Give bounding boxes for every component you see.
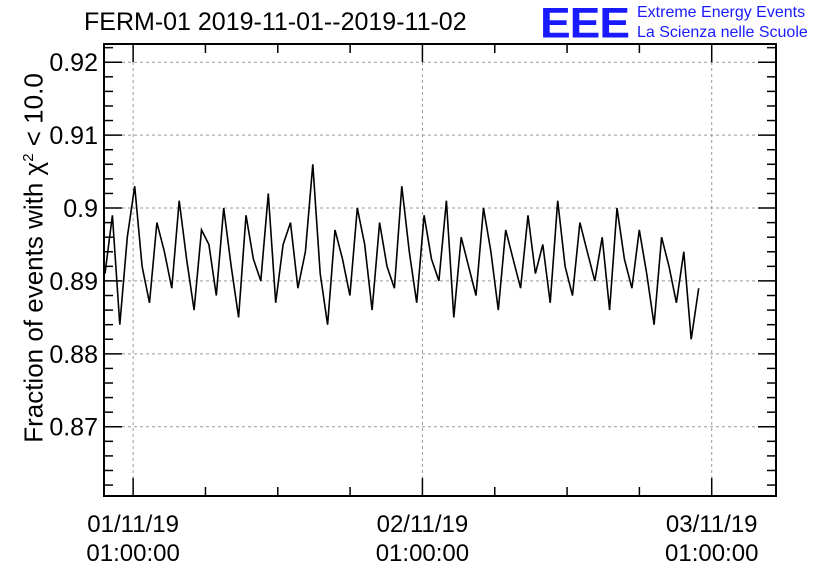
series-line [104,164,700,340]
y-axis-label-superscript: 2 [19,153,37,162]
logo-mark: EEE [540,0,630,47]
y-axis-label-suffix: < 10.0 [18,73,49,154]
x-tick-label-time: 01:00:00 [665,540,758,567]
chart-title: FERM-01 2019-11-01--2019-11-02 [84,8,467,36]
y-axis-label-chi: χ [18,161,49,176]
y-tick-label: 0.89 [49,268,98,296]
y-tick-label: 0.87 [49,414,98,442]
x-tick-label-date: 01/11/19 [87,511,179,538]
logo-text-line1: Extreme Energy Events [637,4,806,21]
y-axis-label-prefix: Fraction of events with [18,175,49,443]
grid-lines [104,44,776,496]
y-tick-label: 0.9 [63,195,98,223]
axis-ticks: 0.870.880.890.90.910.9201/11/1901:00:000… [49,44,776,567]
x-tick-label-time: 01:00:00 [376,540,469,567]
y-tick-label: 0.91 [49,122,98,150]
y-tick-label: 0.92 [49,49,98,77]
plot-frame [103,43,777,497]
x-tick-label-time: 01:00:00 [86,540,179,567]
series-line-layer [104,164,700,340]
y-tick-label: 0.88 [49,341,98,369]
logo-text-line2: La Scienza nelle Scuole [637,24,808,41]
x-tick-label-date: 03/11/19 [666,511,758,538]
x-tick-label-date: 02/11/19 [377,511,469,538]
